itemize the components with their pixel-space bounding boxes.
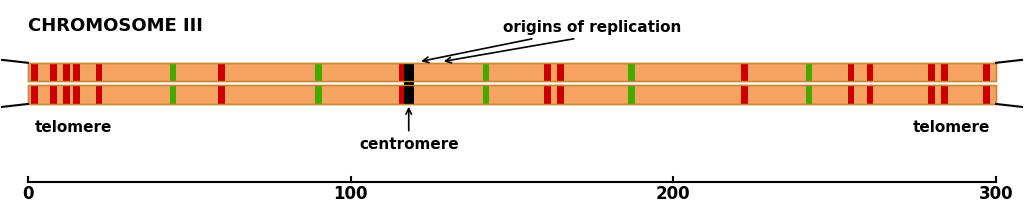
Bar (806, 86, 812, 104)
Bar (73, 86, 80, 104)
Bar (28, 63, 996, 82)
Bar (848, 86, 854, 104)
Bar (545, 63, 551, 82)
Bar (50, 86, 57, 104)
Bar (557, 86, 563, 104)
Bar (483, 63, 489, 82)
Bar (28, 63, 996, 82)
Bar (63, 63, 70, 82)
Bar (983, 63, 989, 82)
Bar (941, 63, 947, 82)
Bar (941, 86, 947, 104)
Bar (545, 86, 551, 104)
Bar (483, 86, 489, 104)
Bar (929, 86, 935, 104)
Bar (315, 86, 322, 104)
Bar (28, 86, 996, 104)
Bar (28, 86, 996, 104)
Bar (218, 63, 224, 82)
Bar (741, 86, 748, 104)
Text: centromere: centromere (358, 109, 459, 152)
Bar (218, 86, 224, 104)
Bar (170, 86, 176, 104)
Bar (50, 63, 57, 82)
Bar (170, 63, 176, 82)
Bar (983, 86, 989, 104)
Text: origins of replication: origins of replication (504, 20, 682, 35)
Bar (95, 63, 102, 82)
Text: 0: 0 (23, 184, 34, 202)
Bar (63, 86, 70, 104)
Bar (806, 63, 812, 82)
Bar (31, 63, 38, 82)
Bar (741, 63, 748, 82)
Bar (557, 63, 563, 82)
Text: 200: 200 (656, 184, 690, 202)
Bar (848, 63, 854, 82)
Bar (628, 63, 635, 82)
Text: telomere: telomere (35, 119, 112, 134)
Bar (31, 86, 38, 104)
Text: 100: 100 (334, 184, 368, 202)
Bar (929, 63, 935, 82)
Bar (399, 86, 406, 104)
Bar (95, 86, 102, 104)
Text: telomere: telomere (912, 119, 989, 134)
Bar (315, 63, 322, 82)
Text: CHROMOSOME III: CHROMOSOME III (28, 17, 203, 35)
Bar (73, 63, 80, 82)
Bar (403, 63, 414, 104)
Bar (399, 63, 406, 82)
Bar (628, 86, 635, 104)
Bar (867, 63, 873, 82)
Bar (867, 86, 873, 104)
Text: 300: 300 (979, 184, 1014, 202)
